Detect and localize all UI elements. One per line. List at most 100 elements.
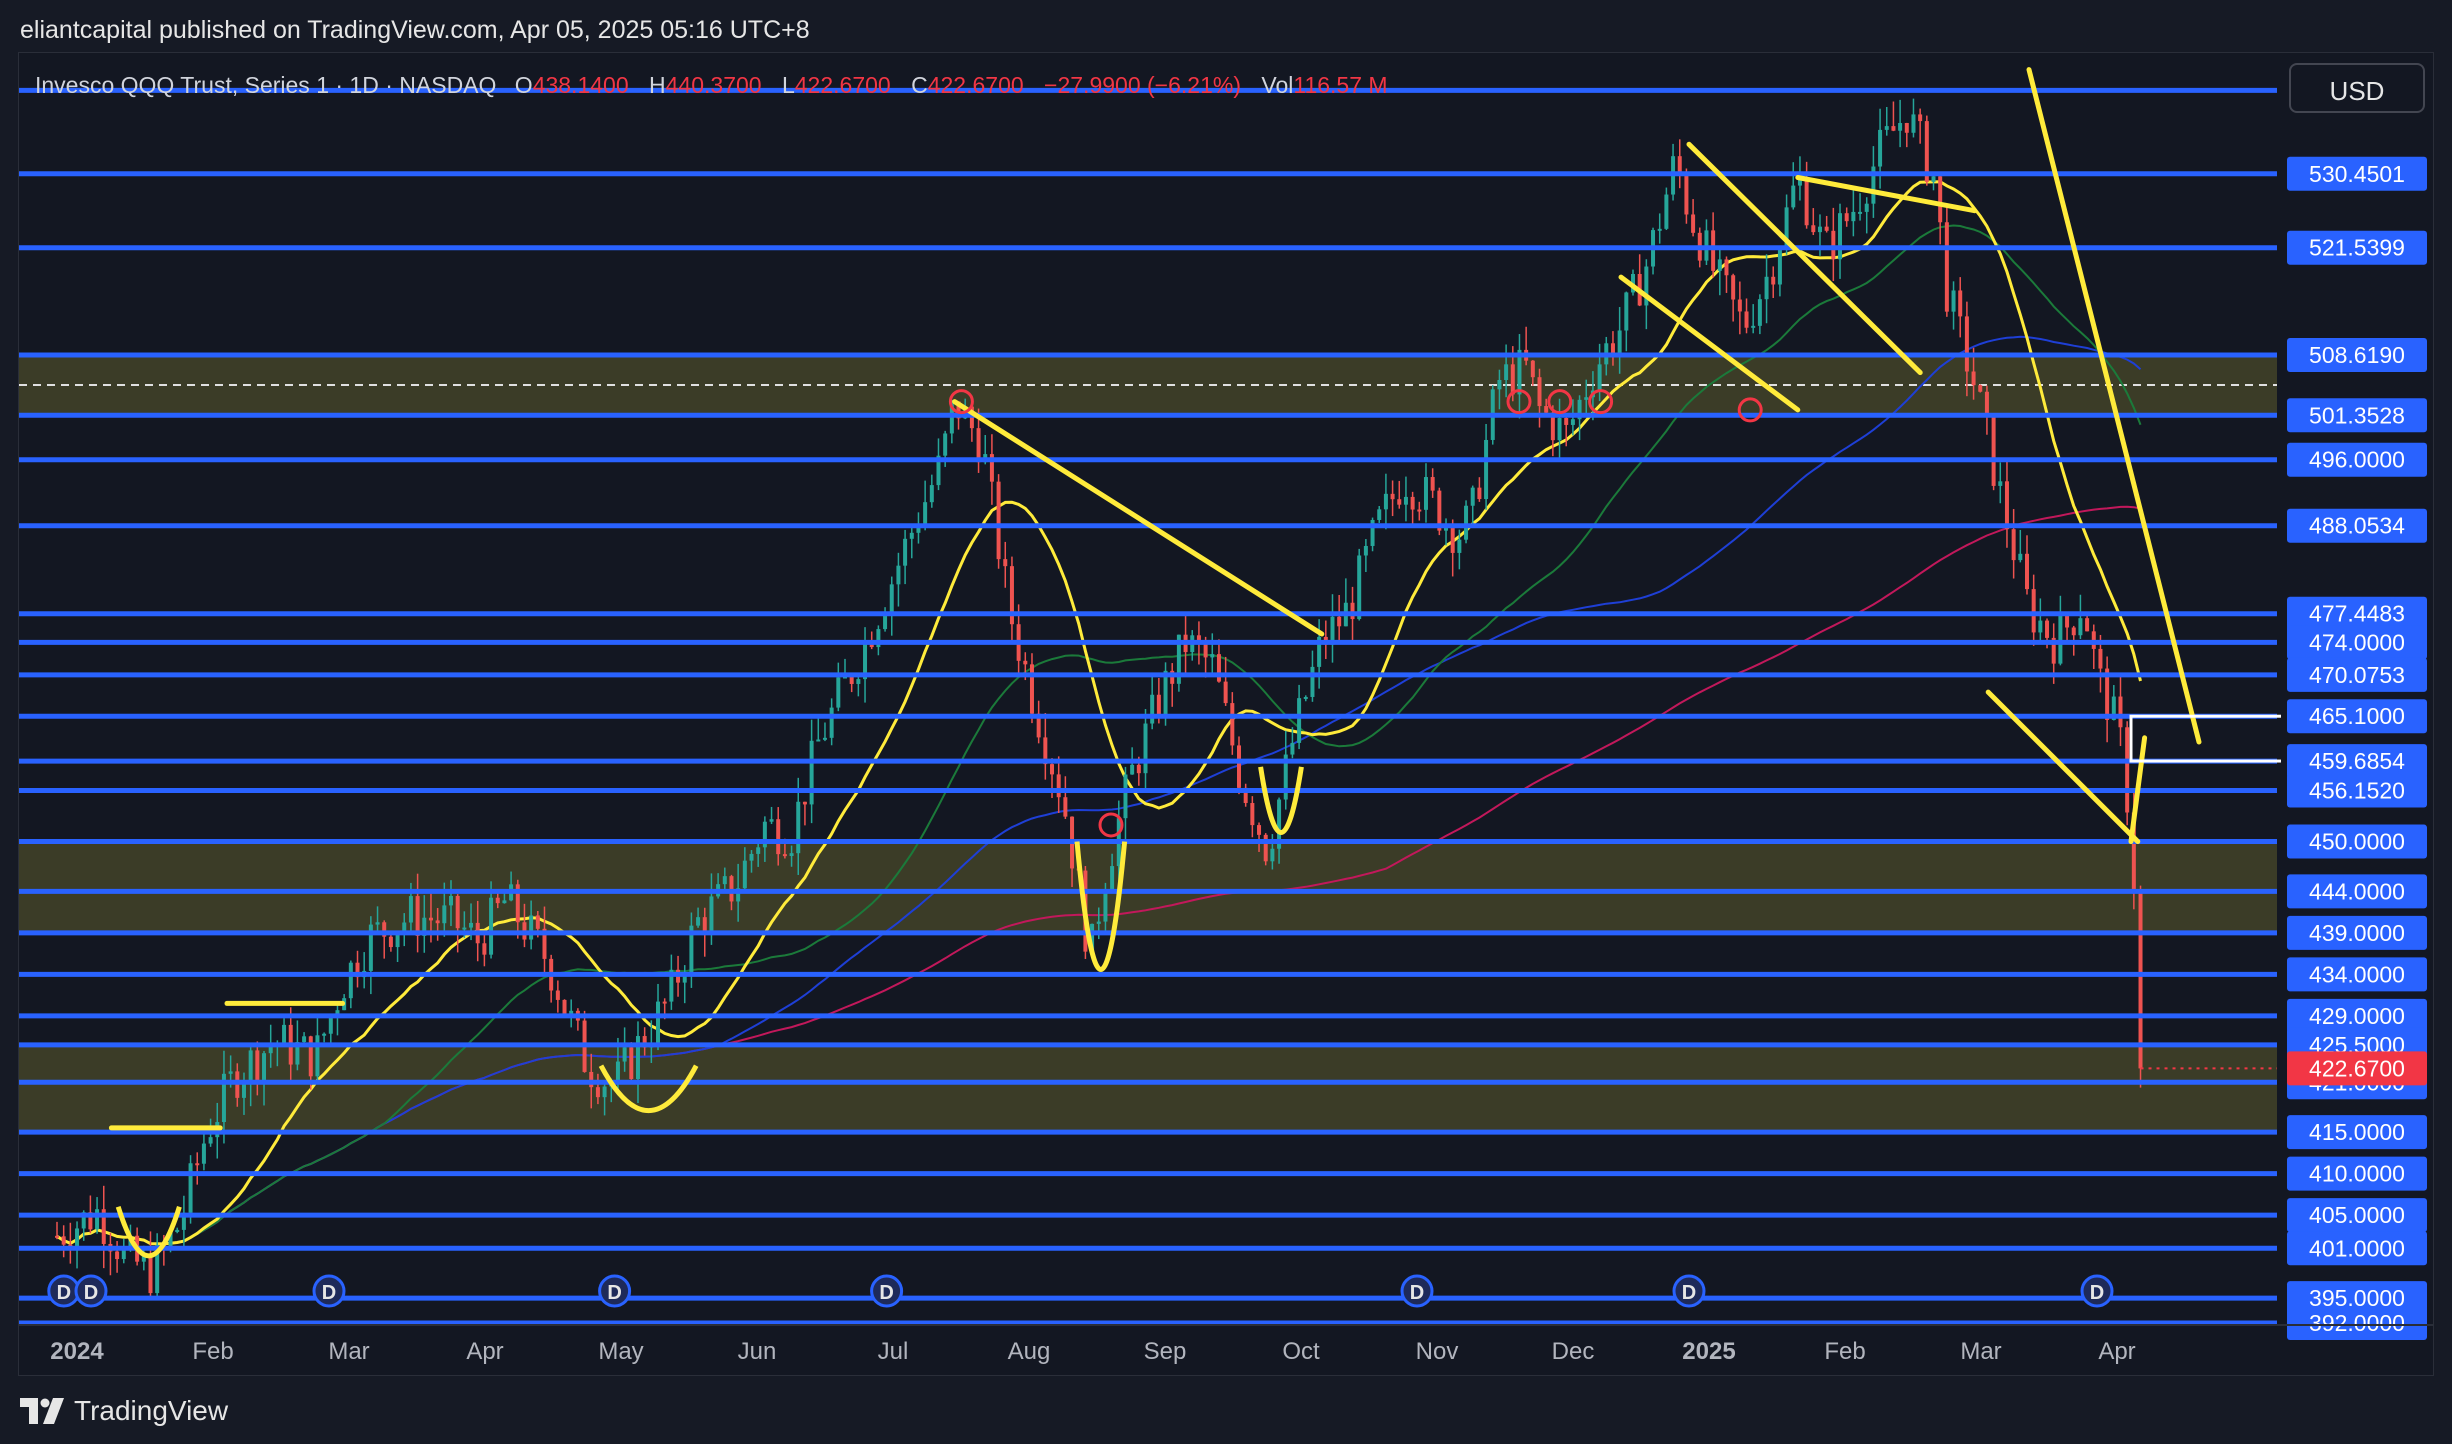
candle-body — [1216, 654, 1221, 682]
candle-body — [2138, 891, 2143, 1069]
candle-body — [1043, 737, 1048, 765]
candle-body — [382, 922, 387, 937]
time-axis-label: Apr — [466, 1338, 503, 1365]
candle-body — [462, 927, 467, 930]
candle-body — [1871, 166, 1876, 204]
candle-body — [936, 455, 941, 486]
candle-body — [175, 1229, 180, 1233]
candle-body — [916, 527, 921, 533]
candle-body — [923, 502, 928, 528]
candle-body — [769, 819, 774, 822]
candle-body — [2118, 696, 2123, 728]
candle-body — [1210, 654, 1215, 658]
candle-body — [1764, 276, 1769, 300]
candle-body — [669, 969, 674, 1002]
candle-body — [2105, 668, 2110, 720]
time-axis-label: 2025 — [1682, 1338, 1735, 1365]
candle-body — [1350, 602, 1355, 620]
candle-body — [1537, 377, 1542, 407]
dividend-marker — [312, 1274, 346, 1308]
candle-body — [1791, 185, 1796, 208]
moving-average-20 — [56, 180, 2142, 1246]
support-zone — [19, 841, 2277, 933]
time-axis-label: Mar — [1960, 1338, 2001, 1365]
pivot-marker — [1098, 812, 1124, 838]
candle-body — [909, 532, 914, 539]
candle-body — [856, 679, 861, 684]
candle-body — [355, 962, 360, 978]
candle-body — [822, 737, 827, 740]
candle-body — [956, 401, 961, 419]
chart-frame[interactable]: Invesco QQQ Trust, Series 1 · 1D · NASDA… — [18, 52, 2434, 1376]
candle-body — [903, 538, 908, 566]
candle-body — [1811, 225, 1816, 233]
candle-body — [1430, 477, 1435, 491]
candle-body — [1657, 228, 1662, 231]
dividend-marker — [1400, 1274, 1434, 1308]
level-label: 456.1520 — [2309, 777, 2405, 803]
trendline — [2128, 735, 2148, 845]
candle-body — [756, 847, 761, 854]
candle-body — [168, 1232, 173, 1247]
candle-body — [1517, 349, 1522, 395]
candle-body — [789, 853, 794, 856]
candle-body — [1504, 364, 1509, 381]
candle-body — [1337, 616, 1342, 627]
level-label-box — [2287, 957, 2427, 992]
candle-body — [115, 1251, 120, 1260]
candle-body — [1357, 555, 1362, 620]
candle-body — [1904, 123, 1909, 133]
legend-low: 422.6700 — [795, 72, 891, 98]
candle-body — [696, 917, 701, 926]
candle-body — [796, 801, 801, 854]
candle-body — [155, 1244, 160, 1294]
level-label: 415.0000 — [2309, 1119, 2405, 1145]
price-chart[interactable]: Invesco QQQ Trust, Series 1 · 1D · NASDA… — [19, 53, 2433, 1375]
candle-body — [1711, 230, 1716, 271]
candle-body — [555, 990, 560, 1000]
candle-body — [836, 677, 841, 708]
candle-body — [1544, 406, 1549, 413]
pivot-marker — [1547, 389, 1573, 415]
candle-body — [408, 896, 413, 923]
footer: TradingView — [0, 1376, 2452, 1444]
level-label: 450.0000 — [2309, 829, 2405, 855]
candle-body — [1270, 848, 1275, 862]
tradingview-logo[interactable]: TradingView — [20, 1394, 228, 1428]
level-label-box — [2287, 337, 2427, 372]
candle-body — [1851, 211, 1856, 222]
candle-body — [842, 676, 847, 679]
dividend-marker-letter: D — [57, 1282, 71, 1304]
last-price-box — [2287, 1051, 2427, 1086]
candle-body — [749, 853, 754, 861]
candle-body — [1297, 698, 1302, 743]
cup-pattern — [1074, 841, 1128, 972]
candle-body — [1530, 360, 1535, 378]
candle-body — [402, 922, 407, 933]
candle-body — [1978, 385, 1983, 392]
candle-body — [1403, 496, 1408, 505]
pivot-marker — [1588, 389, 1614, 415]
candle-body — [943, 433, 948, 456]
candle-body — [1003, 559, 1008, 567]
candle-body — [1450, 525, 1455, 553]
dividend-marker-letter: D — [607, 1282, 621, 1304]
candle-body — [268, 1046, 273, 1054]
candle-body — [1891, 126, 1896, 131]
candle-body — [1911, 114, 1916, 133]
level-label: 429.0000 — [2309, 1003, 2405, 1029]
pivot-marker — [1506, 389, 1532, 415]
candle-body — [1918, 114, 1923, 122]
candle-body — [181, 1212, 186, 1230]
candle-body — [388, 936, 393, 948]
currency-button[interactable]: USD — [2289, 63, 2425, 113]
time-axis-label: Dec — [1552, 1338, 1595, 1365]
candle-body — [1757, 299, 1762, 326]
candle-body — [2098, 648, 2103, 669]
candle-body — [221, 1073, 226, 1123]
candle-body — [702, 917, 707, 934]
level-label: 459.6854 — [2309, 748, 2405, 774]
candle-body — [662, 1001, 667, 1004]
publish-bar: eliantcapital published on TradingView.c… — [0, 0, 2452, 52]
